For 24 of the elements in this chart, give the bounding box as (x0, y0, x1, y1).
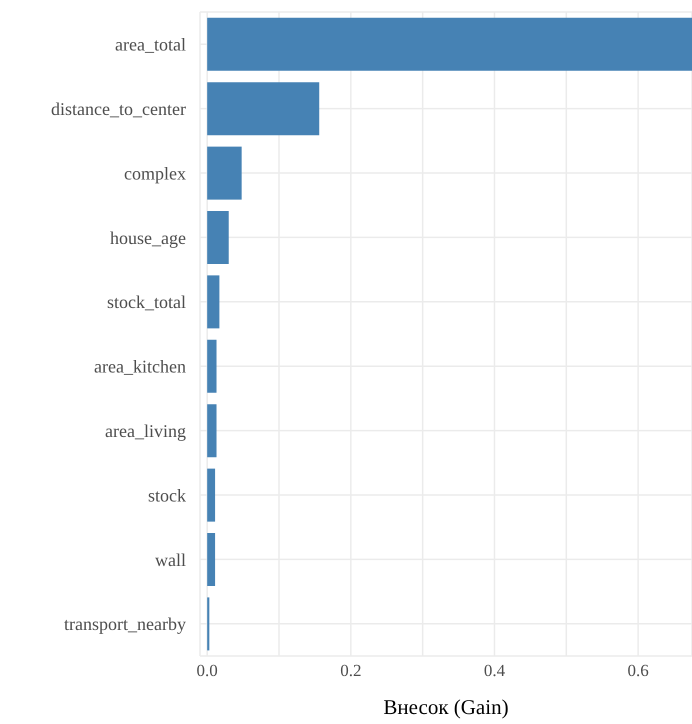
bar (207, 532, 216, 586)
y-tick-label: transport_nearby (64, 614, 186, 634)
bar (207, 146, 242, 200)
x-tick-label: 0.6 (628, 661, 649, 680)
y-tick-label: area_kitchen (94, 356, 186, 377)
x-tick-label: 0.4 (484, 661, 506, 680)
bar (207, 275, 220, 328)
y-tick-label: complex (124, 163, 186, 184)
y-tick-label: wall (155, 550, 186, 570)
y-tick-label: house_age (110, 228, 186, 248)
bar (207, 404, 217, 458)
y-tick-label: stock (148, 485, 186, 506)
bar (207, 468, 216, 522)
y-tick-label: stock_total (107, 292, 186, 312)
bar (207, 210, 229, 264)
x-axis-title: Внесок (Gain) (383, 695, 509, 719)
y-tick-label: distance_to_center (51, 98, 186, 119)
bar (207, 18, 692, 71)
y-tick-label: area_living (105, 420, 186, 441)
bar (207, 82, 320, 136)
y-tick-label: area_total (115, 34, 186, 55)
x-tick-label: 0.2 (340, 661, 362, 680)
x-tick-label: 0.0 (196, 661, 218, 680)
bar (207, 340, 217, 393)
